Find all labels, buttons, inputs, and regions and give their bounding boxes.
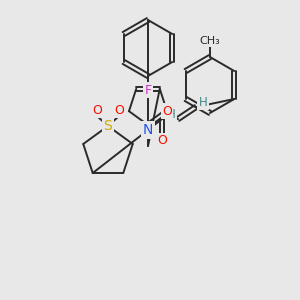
Text: N: N	[143, 123, 153, 137]
Text: O: O	[162, 105, 172, 118]
Text: F: F	[144, 83, 152, 97]
Text: O: O	[92, 103, 102, 116]
Text: CH₃: CH₃	[200, 36, 220, 46]
Text: H: H	[167, 107, 176, 121]
Text: H: H	[199, 95, 207, 109]
Text: O: O	[157, 134, 167, 148]
Text: S: S	[103, 119, 112, 133]
Text: O: O	[114, 103, 124, 116]
